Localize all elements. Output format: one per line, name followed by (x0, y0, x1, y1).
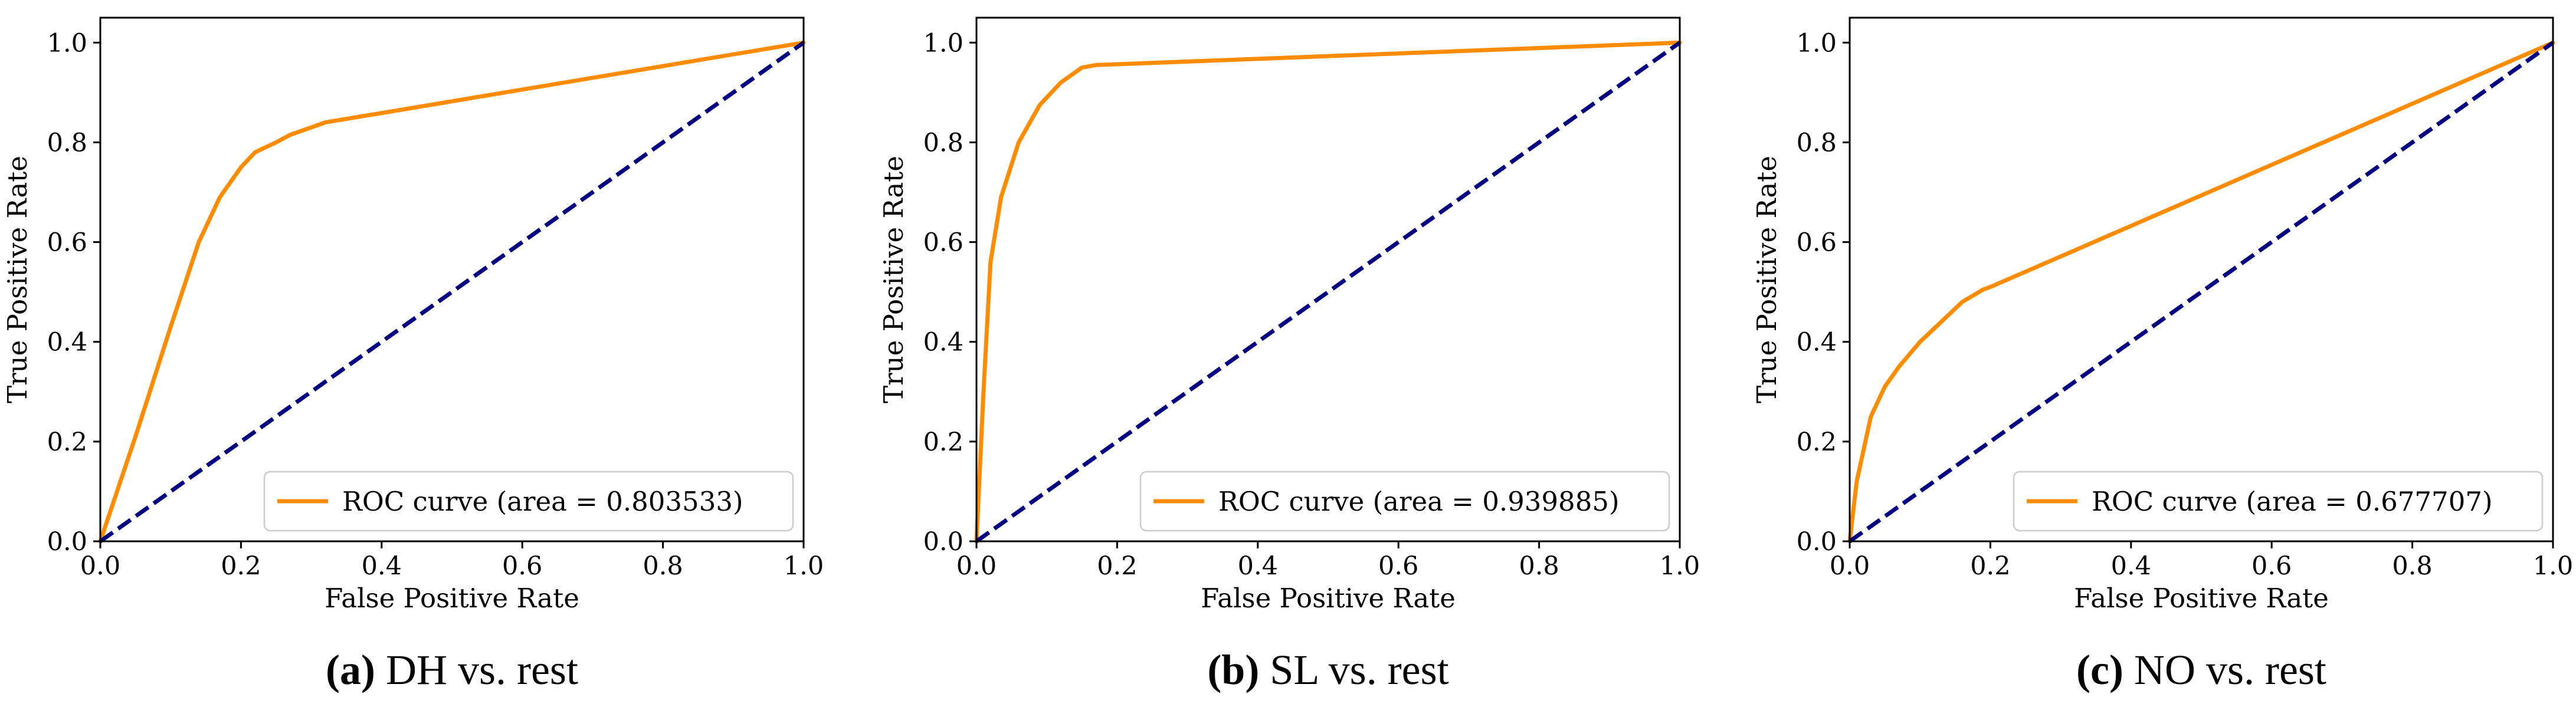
chance-diagonal-line (99, 41, 805, 543)
x-tick-label: 0.2 (221, 551, 261, 581)
roc-curve-line (98, 40, 806, 544)
y-tick-label: 0.4 (923, 328, 963, 357)
plot-frame (975, 17, 1681, 542)
legend: ROC curve (area = 0.939885) (1139, 471, 1670, 532)
roc-curve-line (1847, 40, 2555, 544)
panel-caption: (b) SL vs. rest (1207, 646, 1448, 693)
x-tick-label: 0.8 (643, 551, 683, 581)
y-axis-label: True Positive Rate (2, 156, 33, 403)
y-tick-label: 0.8 (1797, 128, 1837, 157)
roc-curve-line (974, 40, 1682, 544)
legend-label: ROC curve (area = 0.677707) (2092, 486, 2493, 517)
legend-box (1139, 471, 1670, 532)
x-tick-label: 0.4 (1238, 551, 1278, 581)
caption-text: NO vs. rest (2123, 646, 2326, 693)
x-axis-label: False Positive Rate (325, 583, 579, 614)
caption-text: DH vs. rest (375, 646, 578, 693)
caption-letter: (c) (2076, 646, 2123, 693)
y-tick-label: 0.2 (923, 428, 963, 457)
y-tick-label: 0.6 (47, 228, 87, 258)
y-axis-label: True Positive Rate (878, 156, 909, 403)
x-tick-label: 0.2 (1970, 551, 2010, 581)
y-tick-label: 0.8 (47, 128, 87, 157)
roc-panel-1: 0.0 0.2 0.4 0.6 0.8 1.0 0.0 0.2 0.4 0.6 0.8 1.0 Fals… (2, 17, 824, 693)
x-tick-label: 0.8 (2392, 551, 2432, 581)
plot-frame (1849, 17, 2554, 542)
y-tick-label: 0.4 (47, 328, 87, 357)
legend-label: ROC curve (area = 0.939885) (1218, 486, 1620, 517)
x-tick-label: 0.4 (2111, 551, 2151, 581)
legend-box (263, 471, 794, 532)
panel-caption: (c) NO vs. rest (2076, 646, 2326, 693)
plot-frame (99, 17, 805, 542)
x-tick-label: 0.4 (362, 551, 402, 581)
y-tick-label: 0.0 (1797, 527, 1837, 557)
chance-diagonal-line (975, 41, 1682, 543)
legend-box (2013, 471, 2544, 532)
x-tick-label: 0.6 (502, 551, 542, 581)
legend: ROC curve (area = 0.803533) (263, 471, 794, 532)
x-axis-label: False Positive Rate (1201, 583, 1456, 614)
x-tick-label: 1.0 (1660, 551, 1700, 581)
caption-text: SL vs. rest (1259, 646, 1448, 693)
legend: ROC curve (area = 0.677707) (2013, 471, 2544, 532)
y-tick-label: 1.0 (923, 28, 963, 58)
x-tick-label: 0.0 (80, 551, 120, 581)
x-tick-label: 0.0 (956, 551, 997, 581)
x-tick-label: 0.2 (1097, 551, 1137, 581)
y-tick-label: 0.4 (1797, 328, 1837, 357)
roc-panel-3: 0.0 0.2 0.4 0.6 0.8 1.0 0.0 0.2 0.4 0.6 0.8 1.0 Fals… (1751, 17, 2573, 693)
x-tick-label: 1.0 (2533, 551, 2573, 581)
y-tick-label: 1.0 (47, 28, 87, 58)
x-tick-label: 1.0 (784, 551, 824, 581)
caption-letter: (b) (1207, 646, 1259, 693)
y-tick-label: 0.0 (47, 527, 87, 557)
y-tick-label: 0.6 (1797, 228, 1837, 258)
legend-label: ROC curve (area = 0.803533) (342, 486, 743, 517)
y-tick-label: 0.2 (1797, 428, 1837, 457)
x-tick-label: 0.6 (2251, 551, 2292, 581)
y-tick-label: 1.0 (1797, 28, 1837, 58)
x-axis-label: False Positive Rate (2074, 583, 2329, 614)
y-tick-label: 0.6 (923, 228, 963, 258)
y-tick-label: 0.0 (923, 527, 963, 557)
y-tick-label: 0.8 (923, 128, 963, 157)
caption-letter: (a) (326, 646, 375, 693)
x-tick-label: 0.8 (1519, 551, 1559, 581)
y-tick-label: 0.2 (47, 428, 87, 457)
x-tick-label: 0.6 (1378, 551, 1418, 581)
panel-caption: (a) DH vs. rest (326, 646, 578, 693)
x-tick-label: 0.0 (1830, 551, 1870, 581)
chance-diagonal-line (1848, 41, 2555, 543)
y-axis-label: True Positive Rate (1751, 156, 1782, 403)
roc-panel-2: 0.0 0.2 0.4 0.6 0.8 1.0 0.0 0.2 0.4 0.6 0.8 1.0 Fals… (878, 17, 1700, 693)
